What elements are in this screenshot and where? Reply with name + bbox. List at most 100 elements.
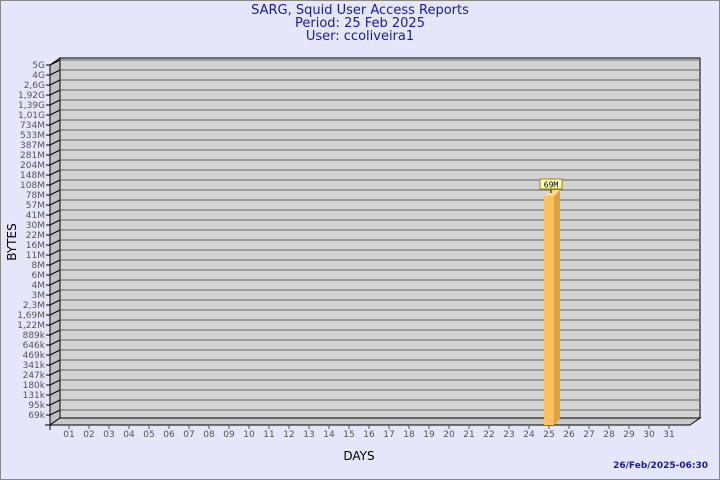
y-tick-label: 1,39G: [18, 101, 45, 111]
y-tick-label: 1,22M: [17, 321, 45, 331]
x-tick-label: 07: [183, 430, 194, 440]
bar-day-25: [544, 196, 554, 425]
generated-timestamp: 26/Feb/2025-06:30: [613, 461, 708, 471]
x-tick-label: 26: [563, 430, 575, 440]
y-tick-label: 3M: [32, 291, 46, 301]
y-tick-label: 57M: [26, 201, 45, 211]
y-tick-label: 1,01G: [18, 111, 45, 121]
y-tick-label: 78M: [26, 191, 45, 201]
gridline-side: [49, 319, 61, 326]
gridline-side: [49, 299, 61, 306]
y-tick-label: 469k: [23, 351, 46, 361]
x-tick-label: 21: [463, 430, 474, 440]
gridline-side: [49, 129, 61, 136]
x-tick-label: 10: [243, 430, 255, 440]
chart-user: User: ccoliveira1: [305, 29, 415, 44]
y-tick-label: 6M: [32, 271, 46, 281]
y-tick-label: 4G: [32, 71, 45, 81]
y-tick-label: 180k: [23, 381, 46, 391]
x-axis-label: DAYS: [343, 449, 374, 463]
y-tick-label: 108M: [20, 181, 45, 191]
gridline-side: [49, 99, 61, 106]
y-tick-label: 533M: [20, 131, 45, 141]
gridline-side: [49, 379, 61, 386]
gridline-side: [49, 389, 61, 396]
gridline-side: [49, 169, 61, 176]
y-tick-label: 387M: [20, 141, 45, 151]
x-tick-label: 27: [583, 430, 594, 440]
gridline-side: [49, 199, 61, 206]
bar-value-label: 69M: [544, 181, 559, 190]
y-tick-label: 95k: [28, 401, 45, 411]
y-tick-label: 341k: [23, 361, 46, 371]
x-tick-label: 23: [503, 430, 514, 440]
bar-top: [544, 190, 560, 196]
gridline-side: [49, 79, 61, 86]
x-tick-label: 28: [603, 430, 615, 440]
x-tick-label: 02: [83, 430, 94, 440]
gridline-side: [49, 209, 61, 216]
x-tick-label: 16: [363, 430, 375, 440]
gridline-side: [49, 139, 61, 146]
gridline-side: [49, 179, 61, 186]
gridline-side: [49, 399, 61, 406]
y-tick-label: 204M: [20, 161, 45, 171]
x-tick-label: 03: [103, 430, 114, 440]
gridline-side: [49, 329, 61, 336]
y-tick-label: 646k: [23, 341, 46, 351]
y-tick-label: 1,92G: [18, 91, 45, 101]
y-tick-label: 2,3M: [23, 301, 45, 311]
x-tick-label: 22: [483, 430, 494, 440]
gridline-side: [49, 249, 61, 256]
gridline-side: [49, 69, 61, 76]
y-tick-label: 734M: [20, 121, 45, 131]
y-tick-label: 889k: [23, 331, 46, 341]
y-tick-label: 1,69M: [17, 311, 45, 321]
gridline-side: [49, 339, 61, 346]
x-tick-label: 31: [663, 430, 674, 440]
y-tick-label: 11M: [26, 251, 45, 261]
y-tick-label: 22M: [26, 231, 45, 241]
chart-period: Period: 25 Feb 2025: [295, 16, 425, 31]
floor: [48, 417, 702, 426]
x-tick-label: 01: [63, 430, 74, 440]
y-axis-label: BYTES: [5, 223, 19, 260]
chart-title: SARG, Squid User Access Reports: [251, 3, 469, 18]
y-tick-label: 41M: [26, 211, 45, 221]
gridline-side: [49, 309, 61, 316]
x-tick-label: 06: [163, 430, 175, 440]
gridline-side: [49, 369, 61, 376]
gridline-side: [49, 189, 61, 196]
bar-side: [554, 190, 560, 425]
gridline-side: [49, 359, 61, 366]
x-tick-label: 09: [223, 430, 235, 440]
x-tick-label: 12: [283, 430, 294, 440]
gridline-side: [49, 229, 61, 236]
y-tick-label: 69k: [28, 411, 45, 421]
gridline-side: [49, 149, 61, 156]
y-tick-label: 4M: [32, 281, 46, 291]
gridline-side: [49, 219, 61, 226]
gridline-side: [49, 59, 61, 66]
x-tick-label: 15: [343, 430, 354, 440]
y-tick-label: 2,6G: [24, 81, 45, 91]
x-tick-label: 24: [523, 430, 535, 440]
y-tick-label: 247k: [23, 371, 46, 381]
gridline-side: [49, 119, 61, 126]
x-tick-label: 19: [423, 430, 435, 440]
bar-value-box: [539, 178, 563, 190]
gridline-side: [49, 409, 61, 416]
x-tick-label: 04: [123, 430, 135, 440]
y-tick-label: 148M: [20, 171, 45, 181]
y-tick-label: 131k: [23, 391, 46, 401]
x-tick-label: 29: [623, 430, 635, 440]
gridline-side: [49, 269, 61, 276]
x-tick-label: 05: [143, 430, 154, 440]
y-tick-label: 5G: [32, 61, 45, 71]
gridline-side: [49, 89, 61, 96]
x-tick-label: 11: [263, 430, 274, 440]
x-tick-label: 08: [203, 430, 215, 440]
y-tick-label: 16M: [26, 241, 45, 251]
x-tick-label: 18: [403, 430, 415, 440]
